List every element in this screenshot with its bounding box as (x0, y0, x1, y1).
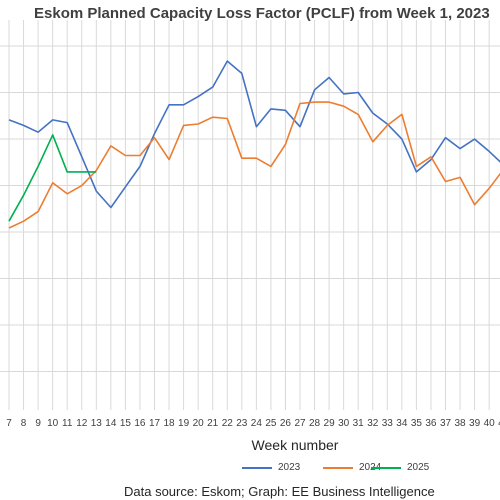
x-tick-label: 20 (193, 418, 205, 429)
x-tick-label: 18 (163, 418, 175, 429)
series-lines (8, 60, 500, 229)
series-line-2023 (8, 60, 500, 209)
legend-item-2023: 2023 (242, 462, 300, 473)
x-tick-label: 31 (353, 418, 365, 429)
x-tick-label: 37 (440, 418, 452, 429)
x-tick-label: 38 (454, 418, 466, 429)
grid (0, 20, 500, 410)
x-tick-label: 11 (62, 418, 73, 429)
legend-label-2024: 2024 (359, 462, 381, 473)
x-tick-label: 13 (91, 418, 103, 429)
x-tick-label: 15 (120, 418, 132, 429)
x-axis-label: Week number (251, 437, 339, 453)
x-tick-label: 22 (222, 418, 234, 429)
series-line-2025 (8, 134, 97, 222)
x-tick-label: 7 (6, 418, 12, 429)
x-tick-label: 10 (47, 418, 59, 429)
x-tick-label: 16 (134, 418, 146, 429)
legend-label-2025: 2025 (407, 462, 430, 473)
series-line-2024 (8, 101, 500, 229)
x-tick-label: 29 (324, 418, 336, 429)
x-tick-label: 26 (280, 418, 292, 429)
legend-swatch-2024 (323, 466, 353, 469)
x-tick-label: 12 (76, 418, 88, 429)
x-tick-label: 33 (382, 418, 394, 429)
x-tick-label: 21 (207, 418, 219, 429)
legend-swatch-2025 (371, 466, 401, 469)
x-tick-label: 40 (484, 418, 496, 429)
x-tick-label: 19 (178, 418, 190, 429)
x-tick-labels: 7 8 9 10 11 12 13 14 15 16 17 18 19 20 21 22 23 24 25 26 27 2… (6, 418, 500, 429)
data-source-note: Data source: Eskom; Graph: EE Business I… (124, 484, 435, 499)
x-tick-label: 14 (105, 418, 117, 429)
x-tick-label: 25 (265, 418, 277, 429)
x-tick-label: 17 (149, 418, 161, 429)
x-tick-label: 9 (35, 418, 41, 429)
x-tick-label: 34 (396, 418, 408, 429)
legend-swatch-2023 (242, 466, 272, 469)
x-tick-label: 36 (425, 418, 437, 429)
x-tick-label: 28 (309, 418, 321, 429)
x-tick-label: 23 (236, 418, 248, 429)
x-tick-label: 41 (498, 418, 500, 429)
x-tick-label: 27 (294, 418, 306, 429)
x-tick-label: 24 (251, 418, 263, 429)
legend-item-2024: 2024 (323, 462, 381, 473)
x-tick-label: 30 (338, 418, 350, 429)
legend-label-2023: 2023 (278, 462, 301, 473)
chart-title: Eskom Planned Capacity Loss Factor (PCLF… (34, 5, 490, 22)
x-tick-label: 8 (21, 418, 27, 429)
x-tick-label: 35 (411, 418, 423, 429)
x-tick-label: 39 (469, 418, 481, 429)
x-tick-label: 32 (367, 418, 379, 429)
legend-item-2025: 2025 (371, 462, 429, 473)
